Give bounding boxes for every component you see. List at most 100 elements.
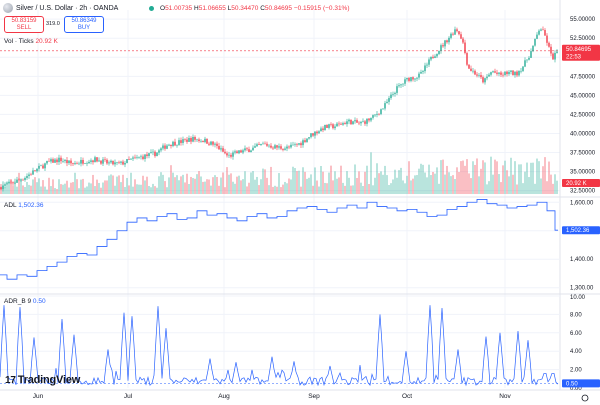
- candle-body: [468, 64, 470, 69]
- candle-body: [496, 72, 498, 74]
- candle-body: [228, 154, 230, 156]
- volume-bar: [540, 178, 542, 194]
- candle-body: [362, 121, 364, 122]
- volume-bar: [222, 172, 224, 194]
- last-time-label: 22:53: [566, 54, 582, 60]
- candle-body: [460, 34, 462, 39]
- candle-body: [450, 33, 452, 38]
- candle-body: [256, 144, 258, 147]
- candle-body: [72, 163, 74, 165]
- adr-tick-label: 0.00: [570, 386, 582, 392]
- candle-body: [226, 153, 228, 156]
- candle-body: [502, 74, 504, 76]
- volume-bar: [362, 186, 364, 194]
- candle-body: [184, 139, 186, 140]
- volume-bar: [256, 176, 258, 194]
- candle-body: [386, 101, 388, 104]
- candle-body: [104, 159, 106, 160]
- candle-body: [98, 160, 100, 162]
- candle-body: [288, 146, 290, 148]
- candle-body: [254, 146, 256, 148]
- volume-bar: [496, 161, 498, 194]
- candle-body: [510, 70, 512, 72]
- volume-bar: [106, 180, 108, 194]
- candle-body: [92, 160, 94, 163]
- candle-body: [342, 123, 344, 125]
- volume-bar: [390, 183, 392, 194]
- candle-body: [406, 77, 408, 80]
- volume-bar: [154, 186, 156, 194]
- candle-body: [170, 144, 172, 146]
- candle-body: [338, 123, 340, 125]
- volume-bar: [4, 187, 6, 194]
- volume-bar: [372, 185, 374, 194]
- volume-legend[interactable]: Vol · Ticks 20.92 K: [4, 38, 58, 45]
- volume-bar: [304, 171, 306, 194]
- sell-button[interactable]: 50.83159 SELL: [4, 16, 44, 33]
- volume-bar: [282, 184, 284, 194]
- candle-body: [260, 143, 262, 145]
- volume-bar: [218, 185, 220, 194]
- volume-bar: [44, 186, 46, 194]
- volume-bar: [324, 182, 326, 194]
- candle-body: [246, 148, 248, 150]
- candle-body: [340, 123, 342, 125]
- volume-bar: [480, 168, 482, 194]
- adr-legend[interactable]: ADR_B 9 0.50: [4, 298, 46, 305]
- volume-bar: [512, 174, 514, 194]
- volume-bar: [410, 180, 412, 194]
- candle-body: [350, 119, 352, 125]
- volume-bar: [196, 174, 198, 194]
- buy-button[interactable]: 50.86349 BUY: [64, 16, 104, 33]
- candle-body: [8, 181, 10, 184]
- adl-legend[interactable]: ADL 1,502.36: [4, 202, 44, 209]
- candle-body: [76, 163, 78, 164]
- volume-bar: [122, 174, 124, 194]
- candle-body: [192, 137, 194, 142]
- volume-bar: [78, 188, 80, 194]
- volume-bar: [312, 185, 314, 194]
- symbol-title[interactable]: Silver / U.S. Dollar · 2h · OANDA: [16, 5, 119, 12]
- volume-bar: [262, 168, 264, 194]
- candle-body: [102, 159, 104, 164]
- candle-body: [280, 146, 282, 149]
- candle-body: [400, 84, 402, 86]
- volume-bar: [276, 186, 278, 194]
- adr-line: [0, 305, 559, 387]
- volume-bar: [32, 179, 34, 194]
- volume-bar: [200, 176, 202, 194]
- volume-bar: [214, 175, 216, 194]
- volume-bar: [30, 185, 32, 194]
- volume-bar: [526, 162, 528, 194]
- volume-bar: [314, 167, 316, 194]
- volume-bar: [394, 169, 396, 194]
- candle-body: [428, 59, 430, 65]
- time-tick-label: Sep: [308, 393, 320, 400]
- volume-bar: [516, 184, 518, 194]
- volume-bar: [422, 164, 424, 194]
- volume-bar: [182, 174, 184, 194]
- candle-body: [122, 161, 124, 165]
- candle-body: [10, 181, 12, 183]
- candle-body: [396, 86, 398, 93]
- volume-bar: [210, 185, 212, 194]
- settings-gear-icon: [581, 394, 589, 402]
- tradingview-logo[interactable]: 17 TradingView: [5, 374, 81, 386]
- candle-body: [26, 176, 28, 178]
- volume-bar: [286, 183, 288, 194]
- volume-bar: [430, 175, 432, 194]
- volume-bar: [6, 182, 8, 194]
- volume-bar: [178, 180, 180, 194]
- volume-bar: [190, 176, 192, 194]
- volume-bar: [174, 177, 176, 194]
- candle-body: [208, 143, 210, 145]
- candle-body: [500, 72, 502, 75]
- volume-bar: [18, 172, 20, 194]
- volume-bar: [108, 175, 110, 194]
- candle-body: [270, 145, 272, 148]
- volume-bar: [364, 171, 366, 194]
- volume-bar: [202, 181, 204, 194]
- adl-line: [0, 199, 558, 280]
- candle-body: [142, 156, 144, 160]
